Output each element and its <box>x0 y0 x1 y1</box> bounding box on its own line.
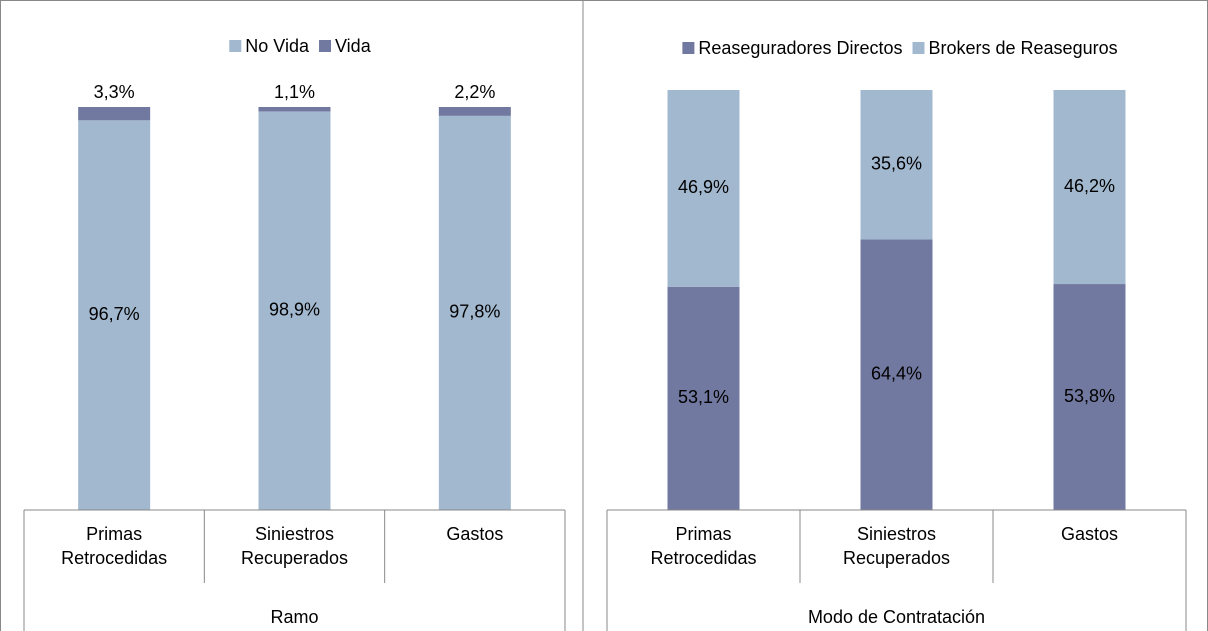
legend-swatch <box>229 40 242 52</box>
category-cell: Gastos <box>1060 524 1119 544</box>
x-tick-label: Siniestros Recuperados <box>842 524 951 568</box>
data-label: 3,3% <box>94 82 135 102</box>
data-label: 98,9% <box>269 299 320 319</box>
bar-segment <box>438 115 511 510</box>
category-cell: Gastos <box>446 524 504 544</box>
x-tick-label: Primas Retrocedidas <box>61 524 168 568</box>
legend-swatch <box>682 42 695 54</box>
bar-segment <box>860 90 933 240</box>
legend-label: Vida <box>335 36 372 56</box>
group-label: Ramo <box>270 607 318 627</box>
data-label: 64,4% <box>871 364 922 384</box>
bar-segment <box>258 107 331 112</box>
data-label: 97,8% <box>449 302 500 322</box>
bar-segment <box>667 90 740 287</box>
category-cell: Siniestros Recuperados <box>240 524 349 568</box>
bar-segment <box>78 120 151 510</box>
category-cell: Siniestros Recuperados <box>842 524 951 568</box>
x-tick-label: Gastos <box>1060 524 1119 544</box>
category-cell: Primas Retrocedidas <box>61 524 168 568</box>
bar-segment <box>1053 90 1126 285</box>
bar-segment <box>258 111 331 511</box>
bar-segment <box>78 107 151 121</box>
data-label: 35,6% <box>871 154 922 174</box>
bar-segment <box>860 239 933 510</box>
bar-segment <box>438 107 511 116</box>
legend-label: Reaseguradores Directos <box>698 38 902 58</box>
data-label: 1,1% <box>274 82 315 102</box>
data-label: 53,1% <box>678 387 729 407</box>
legend-swatch <box>912 42 925 54</box>
bar-segment <box>667 286 740 510</box>
x-tick-label: Primas Retrocedidas <box>650 524 757 568</box>
x-tick-label: Siniestros Recuperados <box>240 524 349 568</box>
legend-swatch <box>319 40 332 52</box>
data-label: 46,2% <box>1064 176 1115 196</box>
data-label: 46,9% <box>678 177 729 197</box>
group-label: Modo de Contratación <box>808 607 985 627</box>
data-label: 2,2% <box>454 82 495 102</box>
x-tick-label: Gastos <box>446 524 504 544</box>
legend-label: No Vida <box>245 36 310 56</box>
bar-segment <box>1053 284 1126 510</box>
data-label: 96,7% <box>89 304 140 324</box>
category-cell: Primas Retrocedidas <box>650 524 757 568</box>
data-label: 53,8% <box>1064 386 1115 406</box>
legend-label: Brokers de Reaseguros <box>929 38 1118 58</box>
